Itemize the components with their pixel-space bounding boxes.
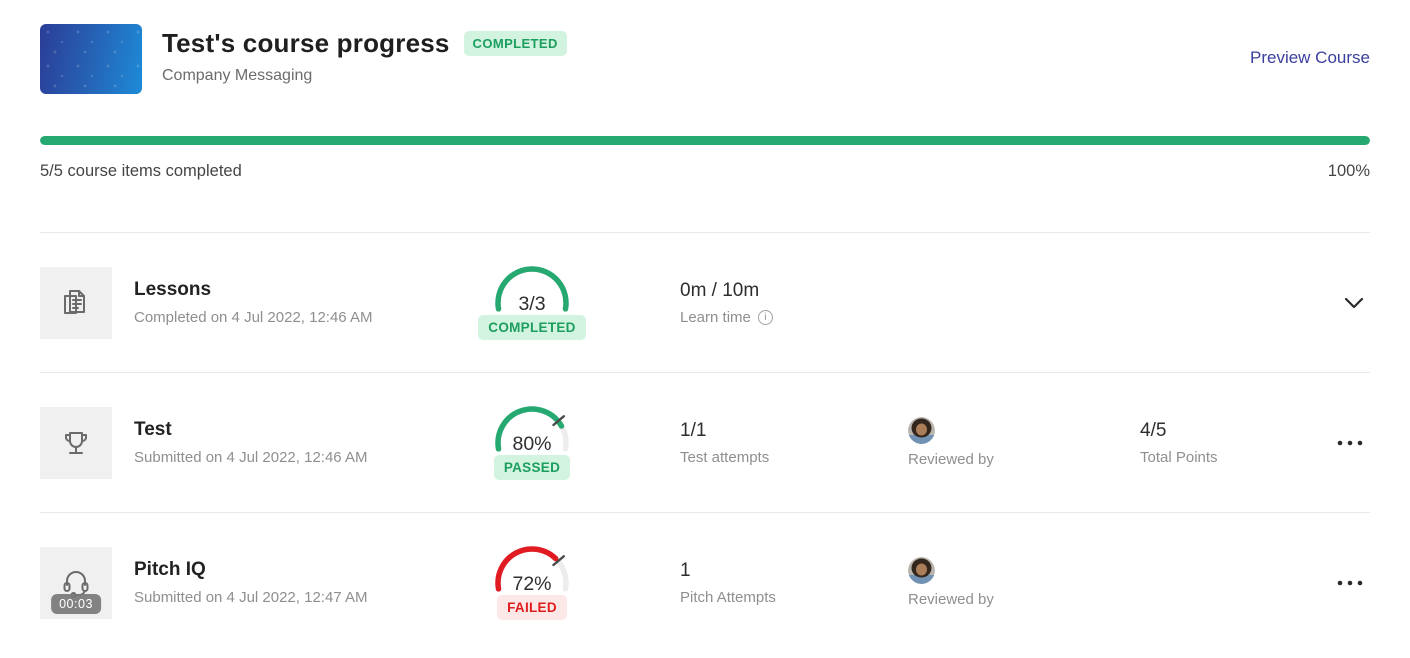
progress-percent-text: 100% — [1327, 162, 1370, 180]
stat-value: 0m / 10m — [680, 279, 760, 301]
stat-label: Learn time — [680, 308, 751, 326]
pitch-score-gauge: 72% FAILED — [490, 545, 574, 620]
course-item-row-lessons[interactable]: Lessons Completed on 4 Jul 2022, 12:46 A… — [40, 232, 1370, 372]
total-points-stat: 4/5 Total Points — [1140, 420, 1320, 466]
trophy-icon — [65, 431, 87, 454]
item-subtitle: Submitted on 4 Jul 2022, 12:47 AM — [134, 589, 368, 606]
gauge-value: 72% — [512, 573, 551, 595]
gauge-value: 80% — [512, 433, 551, 455]
stat-label: Pitch Attempts — [680, 588, 776, 606]
passed-badge: PASSED — [493, 455, 571, 480]
more-options-button[interactable] — [1330, 574, 1370, 592]
reviewed-by-stat: Reviewed by — [908, 417, 1140, 468]
course-item-row-test[interactable]: Test Submitted on 4 Jul 2022, 12:46 AM 8… — [40, 372, 1370, 512]
preview-course-link[interactable]: Preview Course — [1250, 48, 1370, 67]
learn-time-stat: 0m / 10m Learn time i — [680, 280, 908, 326]
stat-label: Test attempts — [680, 448, 770, 466]
test-icon-box — [40, 406, 112, 479]
stat-value: 4/5 — [1140, 419, 1167, 441]
item-title: Pitch IQ — [134, 559, 206, 580]
more-options-button[interactable] — [1330, 434, 1370, 452]
reviewer-avatar[interactable] — [908, 557, 935, 584]
progress-bar — [40, 136, 1370, 145]
stat-value: 1 — [680, 559, 691, 581]
failed-badge: FAILED — [497, 595, 567, 620]
item-title: Test — [134, 419, 172, 440]
pitch-iq-icon-box: 00:03 — [40, 546, 112, 619]
more-options-icon — [1337, 580, 1363, 585]
recording-duration-badge: 00:03 — [51, 593, 101, 614]
stat-label: Total Points — [1140, 448, 1218, 466]
course-item-row-pitch-iq[interactable]: 00:03 Pitch IQ Submitted on 4 Jul 2022, … — [40, 512, 1370, 652]
reviewer-avatar[interactable] — [908, 417, 935, 444]
more-options-icon — [1337, 440, 1363, 445]
stat-label: Reviewed by — [908, 451, 994, 468]
item-subtitle: Completed on 4 Jul 2022, 12:46 AM — [134, 309, 373, 326]
course-thumbnail — [40, 24, 142, 94]
stat-value: 1/1 — [680, 419, 707, 441]
course-progress-section: 5/5 course items completed 100% — [40, 136, 1370, 181]
headset-icon — [63, 570, 89, 598]
stat-label: Reviewed by — [908, 591, 994, 608]
course-items-list: Lessons Completed on 4 Jul 2022, 12:46 A… — [40, 232, 1370, 652]
lessons-progress-gauge: 3/3 COMPLETED — [478, 265, 586, 340]
gauge-value: 3/3 — [518, 293, 545, 315]
progress-bar-fill — [40, 136, 1370, 145]
completed-badge: COMPLETED — [478, 315, 586, 340]
status-badge: COMPLETED — [463, 31, 567, 56]
course-subtitle: Company Messaging — [162, 67, 313, 84]
pitch-attempts-stat: 1 Pitch Attempts — [680, 560, 908, 606]
chevron-down-icon — [1344, 297, 1364, 308]
page-title: Test's course progress — [162, 28, 450, 58]
reviewed-by-stat: Reviewed by — [908, 557, 1140, 608]
items-completed-text: 5/5 course items completed — [40, 162, 242, 180]
lessons-icon-box — [40, 266, 112, 339]
documents-icon — [64, 289, 85, 314]
expand-row-button[interactable] — [1338, 291, 1370, 315]
test-score-gauge: 80% PASSED — [490, 405, 574, 480]
item-subtitle: Submitted on 4 Jul 2022, 12:46 AM — [134, 449, 368, 466]
info-icon[interactable]: i — [757, 309, 773, 325]
course-header: Test's course progress COMPLETED Company… — [0, 0, 1410, 94]
item-title: Lessons — [134, 279, 212, 300]
test-attempts-stat: 1/1 Test attempts — [680, 420, 908, 466]
